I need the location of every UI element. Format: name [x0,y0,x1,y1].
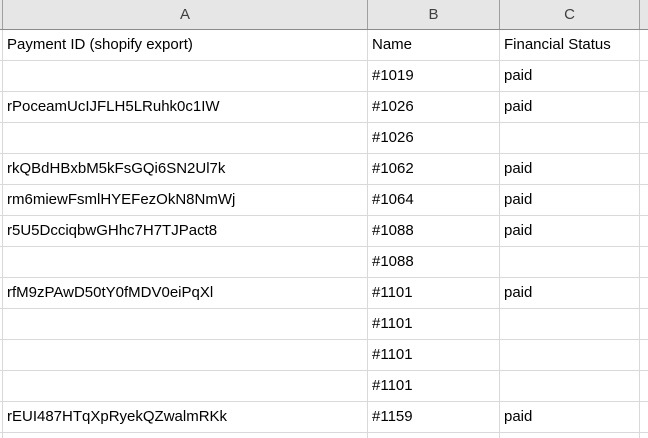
table-row: rPoceamUcIJFLH5LRuhk0c1IW #1026 paid [0,92,648,123]
cell-A4[interactable] [3,123,368,154]
row-gutter [0,154,3,185]
cell-C2[interactable]: paid [500,61,640,92]
cell-C7[interactable]: paid [500,216,640,247]
row-gutter [0,278,3,309]
cell-B9[interactable]: #1101 [368,278,500,309]
cell-B13[interactable]: #1159 [368,402,500,433]
row-gutter [0,216,3,247]
row-gutter [0,340,3,371]
cell-D1[interactable] [640,30,648,61]
cell-A11[interactable] [3,340,368,371]
table-row: #1026 [0,123,648,154]
cell-C8[interactable] [500,247,640,278]
cell-C1[interactable]: Financial Status [500,30,640,61]
table-row: rkQBdHBxbM5kFsGQi6SN2Ul7k #1062 paid [0,154,648,185]
table-row: #1019 paid [0,61,648,92]
cell-A2[interactable] [3,61,368,92]
cell-A7[interactable]: r5U5DcciqbwGHhc7H7TJPact8 [3,216,368,247]
cell-B14[interactable] [368,433,500,438]
cell-B8[interactable]: #1088 [368,247,500,278]
cell-D8[interactable] [640,247,648,278]
cell-B6[interactable]: #1064 [368,185,500,216]
cell-D2[interactable] [640,61,648,92]
row-gutter [0,61,3,92]
cell-D11[interactable] [640,340,648,371]
row-gutter [0,371,3,402]
row-gutter [0,247,3,278]
row-gutter [0,92,3,123]
table-row: #1101 [0,340,648,371]
cell-B4[interactable]: #1026 [368,123,500,154]
cell-A8[interactable] [3,247,368,278]
row-gutter [0,123,3,154]
cell-A13[interactable]: rEUI487HTqXpRyekQZwalmRKk [3,402,368,433]
table-row: rm6miewFsmlHYEFezOkN8NmWj #1064 paid [0,185,648,216]
cell-B11[interactable]: #1101 [368,340,500,371]
cell-B12[interactable]: #1101 [368,371,500,402]
table-row: rEUI487HTqXpRyekQZwalmRKk #1159 paid [0,402,648,433]
cell-C9[interactable]: paid [500,278,640,309]
row-gutter [0,309,3,340]
cell-B3[interactable]: #1026 [368,92,500,123]
cell-C3[interactable]: paid [500,92,640,123]
cell-A3[interactable]: rPoceamUcIJFLH5LRuhk0c1IW [3,92,368,123]
row-gutter [0,402,3,433]
cell-C12[interactable] [500,371,640,402]
cell-B2[interactable]: #1019 [368,61,500,92]
cell-A10[interactable] [3,309,368,340]
cell-D9[interactable] [640,278,648,309]
table-row: r5U5DcciqbwGHhc7H7TJPact8 #1088 paid [0,216,648,247]
cell-A1[interactable]: Payment ID (shopify export) [3,30,368,61]
table-row: Payment ID (shopify export) Name Financi… [0,30,648,61]
cell-D12[interactable] [640,371,648,402]
cell-D4[interactable] [640,123,648,154]
cell-C6[interactable]: paid [500,185,640,216]
cell-C10[interactable] [500,309,640,340]
cell-D13[interactable] [640,402,648,433]
cell-C5[interactable]: paid [500,154,640,185]
row-gutter [0,433,3,438]
cell-A12[interactable] [3,371,368,402]
cell-D5[interactable] [640,154,648,185]
cell-D14[interactable] [640,433,648,438]
row-header-sliver [0,0,3,29]
cell-D6[interactable] [640,185,648,216]
cell-C14[interactable] [500,433,640,438]
cell-B7[interactable]: #1088 [368,216,500,247]
row-gutter [0,30,3,61]
cell-A5[interactable]: rkQBdHBxbM5kFsGQi6SN2Ul7k [3,154,368,185]
column-header-A[interactable]: A [3,0,368,29]
cell-C11[interactable] [500,340,640,371]
cell-A14[interactable] [3,433,368,438]
column-header-C[interactable]: C [500,0,640,29]
column-header-D-sliver [640,0,648,29]
cell-A6[interactable]: rm6miewFsmlHYEFezOkN8NmWj [3,185,368,216]
column-header-row: A B C [0,0,648,30]
cell-C4[interactable] [500,123,640,154]
table-row: #1101 [0,309,648,340]
cell-B1[interactable]: Name [368,30,500,61]
cell-D3[interactable] [640,92,648,123]
column-header-B[interactable]: B [368,0,500,29]
table-row: #1088 [0,247,648,278]
cell-D10[interactable] [640,309,648,340]
row-gutter [0,185,3,216]
cell-B5[interactable]: #1062 [368,154,500,185]
cell-A9[interactable]: rfM9zPAwD50tY0fMDV0eiPqXl [3,278,368,309]
cell-B10[interactable]: #1101 [368,309,500,340]
table-row: rfM9zPAwD50tY0fMDV0eiPqXl #1101 paid [0,278,648,309]
cell-D7[interactable] [640,216,648,247]
table-row [0,433,648,438]
table-row: #1101 [0,371,648,402]
cell-C13[interactable]: paid [500,402,640,433]
